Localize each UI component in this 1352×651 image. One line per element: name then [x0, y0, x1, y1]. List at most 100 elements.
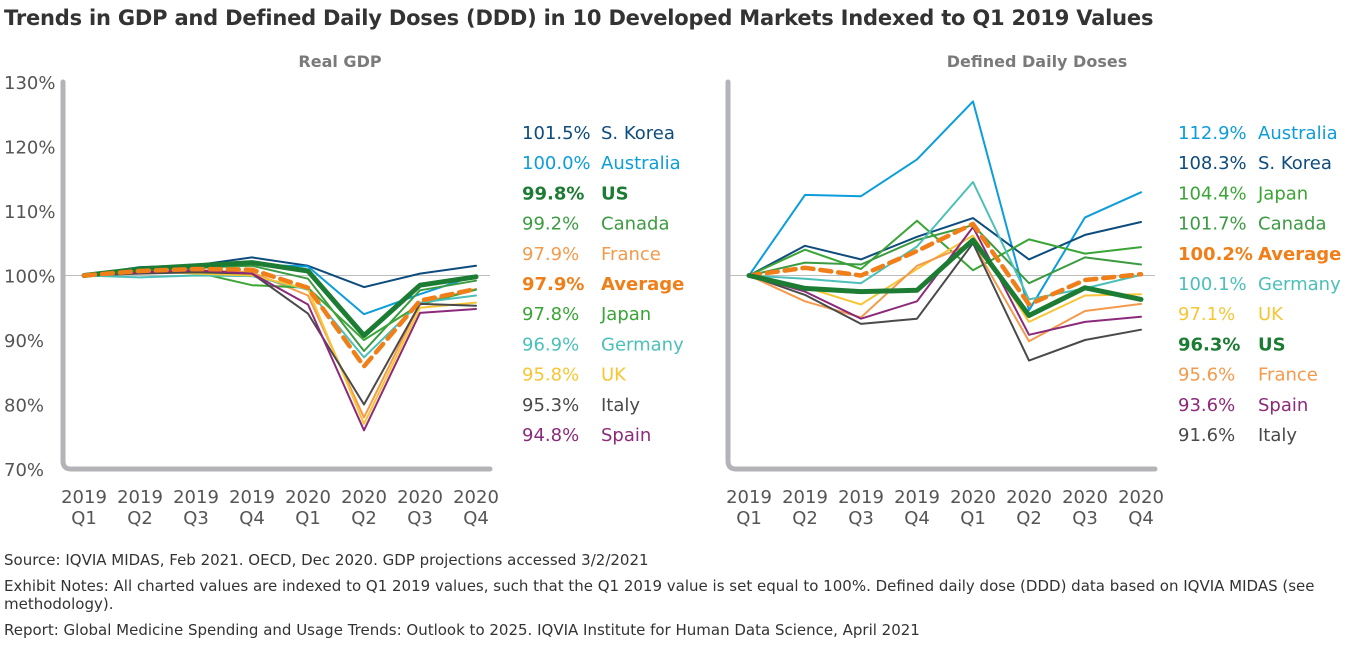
ddd-panel-title: Defined Daily Doses [947, 52, 1127, 71]
x-tick-quarter: Q2 [127, 508, 153, 529]
ddd-chart-panel: Defined Daily Doses2019Q12019Q22019Q3201… [725, 52, 1341, 529]
x-tick-year: 2019 [229, 487, 275, 508]
chart-title: Trends in GDP and Defined Daily Doses (D… [4, 6, 1154, 30]
y-tick-label: 100% [4, 267, 55, 288]
x-tick-year: 2020 [1062, 487, 1108, 508]
gdp-legend-name-s-korea: S. Korea [601, 123, 675, 144]
ddd-legend-value-japan: 104.4% [1178, 183, 1247, 204]
ddd-series-line-canada [748, 224, 1142, 285]
x-tick-quarter: Q3 [183, 508, 209, 529]
footnote-exhibit-notes: Exhibit Notes: All charted values are in… [4, 577, 1315, 613]
x-tick-year: 2019 [173, 487, 219, 508]
gdp-series-line-average [81, 266, 479, 369]
ddd-legend-name-france: France [1258, 365, 1318, 386]
ddd-legend-name-us: US [1258, 334, 1286, 355]
gdp-axis [60, 79, 493, 472]
ddd-legend-value-spain: 93.6% [1178, 395, 1235, 416]
gdp-legend-value-australia: 100.0% [522, 153, 591, 174]
x-tick-year: 2020 [341, 487, 387, 508]
x-tick-year: 2019 [726, 487, 772, 508]
gdp-legend-value-italy: 95.3% [522, 395, 579, 416]
x-tick-quarter: Q3 [848, 508, 874, 529]
gdp-legend-name-average: Average [601, 274, 684, 295]
ddd-series-line-italy [748, 242, 1142, 362]
gdp-chart-panel: Real GDP70%80%90%100%110%120%130%2019Q12… [4, 52, 684, 529]
y-tick-label: 120% [4, 138, 55, 159]
gdp-series-line-us [81, 260, 479, 338]
gdp-legend-name-italy: Italy [601, 395, 640, 416]
gdp-series-line-italy [83, 271, 477, 406]
x-tick-year: 2019 [838, 487, 884, 508]
footnote-source: Source: IQVIA MIDAS, Feb 2021. OECD, Dec… [4, 551, 649, 569]
x-tick-quarter: Q4 [1128, 508, 1154, 529]
x-tick-year: 2019 [117, 487, 163, 508]
gdp-legend-value-japan: 97.8% [522, 304, 579, 325]
gdp-legend-value-s-korea: 101.5% [522, 123, 591, 144]
ddd-legend-value-france: 95.6% [1178, 365, 1235, 386]
gdp-legend-value-france: 97.9% [522, 244, 579, 265]
ddd-legend-name-spain: Spain [1258, 395, 1308, 416]
ddd-legend-value-canada: 101.7% [1178, 214, 1247, 235]
x-tick-year: 2020 [285, 487, 331, 508]
x-tick-year: 2020 [397, 487, 443, 508]
x-tick-year: 2019 [782, 487, 828, 508]
ddd-legend-name-italy: Italy [1258, 425, 1297, 446]
ddd-legend-value-s-korea: 108.3% [1178, 153, 1247, 174]
x-tick-year: 2020 [950, 487, 996, 508]
x-tick-quarter: Q3 [407, 508, 433, 529]
gdp-legend-name-uk: UK [601, 365, 627, 386]
ddd-legend-value-us: 96.3% [1178, 334, 1240, 355]
x-tick-year: 2020 [453, 487, 499, 508]
ddd-legend-name-australia: Australia [1258, 123, 1338, 144]
ddd-legend-value-australia: 112.9% [1178, 123, 1247, 144]
gdp-legend-name-japan: Japan [600, 304, 651, 325]
y-tick-label: 110% [4, 202, 55, 223]
x-tick-quarter: Q1 [960, 508, 986, 529]
y-tick-label: 80% [4, 396, 44, 417]
ddd-legend-name-uk: UK [1258, 304, 1284, 325]
gdp-legend-value-uk: 95.8% [522, 365, 579, 386]
gdp-legend-name-australia: Australia [601, 153, 681, 174]
ddd-series-line-japan [748, 219, 1142, 277]
gdp-legend-name-spain: Spain [601, 425, 651, 446]
gdp-legend-name-france: France [601, 244, 661, 265]
x-tick-quarter: Q4 [904, 508, 930, 529]
x-tick-quarter: Q2 [351, 508, 377, 529]
gdp-legend-value-spain: 94.8% [522, 425, 579, 446]
ddd-series-line-france [748, 242, 1142, 343]
ddd-series-line-us [746, 237, 1144, 318]
y-tick-label: 130% [4, 73, 55, 94]
ddd-series-line-s-korea [748, 217, 1142, 277]
ddd-legend-name-germany: Germany [1258, 274, 1341, 295]
ddd-series-line-australia [748, 100, 1142, 312]
ddd-legend-name-average: Average [1258, 244, 1341, 265]
ddd-legend-value-italy: 91.6% [1178, 425, 1235, 446]
gdp-legend-name-germany: Germany [601, 334, 684, 355]
gdp-legend-value-germany: 96.9% [522, 334, 579, 355]
ddd-legend-value-germany: 100.1% [1178, 274, 1247, 295]
x-tick-year: 2019 [61, 487, 107, 508]
x-tick-quarter: Q1 [295, 508, 321, 529]
x-tick-quarter: Q4 [463, 508, 489, 529]
x-tick-quarter: Q1 [736, 508, 762, 529]
x-tick-year: 2020 [1006, 487, 1052, 508]
gdp-legend-value-average: 97.9% [522, 274, 584, 295]
gdp-legend-value-us: 99.8% [522, 183, 584, 204]
ddd-legend-name-canada: Canada [1258, 214, 1327, 235]
y-tick-label: 90% [4, 331, 44, 352]
x-tick-quarter: Q2 [1016, 508, 1042, 529]
gdp-legend-name-canada: Canada [601, 214, 670, 235]
x-tick-year: 2020 [1118, 487, 1164, 508]
y-tick-label: 70% [4, 460, 44, 481]
gdp-panel-title: Real GDP [298, 52, 381, 71]
x-tick-quarter: Q3 [1072, 508, 1098, 529]
x-tick-quarter: Q2 [792, 508, 818, 529]
ddd-legend-name-s-korea: S. Korea [1258, 153, 1332, 174]
x-tick-quarter: Q1 [71, 508, 97, 529]
x-tick-year: 2019 [894, 487, 940, 508]
ddd-legend-value-average: 100.2% [1178, 244, 1253, 265]
gdp-legend-name-us: US [601, 183, 629, 204]
ddd-series-line-average [746, 221, 1144, 307]
gdp-legend-value-canada: 99.2% [522, 214, 579, 235]
